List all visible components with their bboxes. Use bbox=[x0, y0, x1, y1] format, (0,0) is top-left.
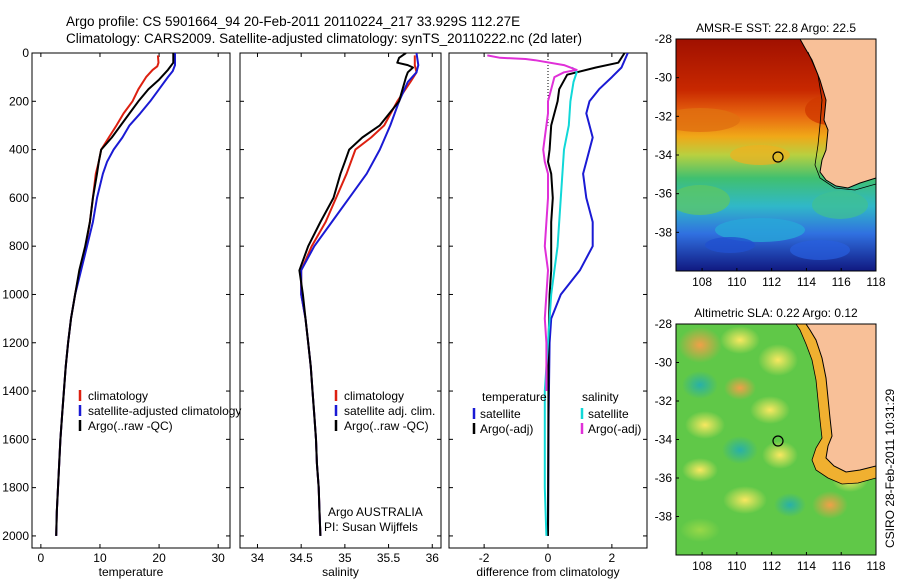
sla-map-panel: Altimetric SLA: 0.22 Argo: 0.12 108 110 112… bbox=[655, 306, 886, 573]
lat-tick-label: -28 bbox=[655, 317, 673, 331]
lat-tick-label: -36 bbox=[655, 471, 673, 485]
y-tick-label: 1400 bbox=[2, 384, 29, 398]
y-tick-label: 800 bbox=[9, 239, 29, 253]
y-tick-label: 0 bbox=[22, 46, 29, 60]
series-group bbox=[298, 53, 420, 536]
y-tick-label: 1200 bbox=[2, 336, 29, 350]
lat-tick-label: -32 bbox=[655, 109, 673, 123]
legend-group-title: temperature bbox=[482, 390, 547, 404]
series-group bbox=[487, 53, 629, 536]
figure-title-line-2: Climatology: CARS2009. Satellite-adjuste… bbox=[66, 31, 582, 46]
x-tick-label: 34.5 bbox=[289, 551, 313, 565]
x-tick-label: 20 bbox=[152, 551, 166, 565]
lon-tick-label: 108 bbox=[692, 275, 712, 289]
series-line-2 bbox=[55, 53, 175, 536]
lon-tick-label: 118 bbox=[866, 275, 885, 289]
lon-tick-label: 112 bbox=[762, 275, 781, 289]
lon-tick-label: 116 bbox=[832, 559, 851, 573]
lon-tick-label: 118 bbox=[866, 559, 885, 573]
legend-group-title: salinity bbox=[582, 390, 619, 404]
sst-map-panel: AMSR-E SST: 22.8 Argo: 22.5 108 110 112 114 1… bbox=[655, 21, 886, 289]
series-line-0 bbox=[547, 53, 629, 536]
legend-entry: climatology bbox=[88, 389, 148, 403]
legend-entry: Argo(-adj) bbox=[588, 422, 641, 436]
figure-title-line-1: Argo profile: CS 5901664_94 20-Feb-2011 … bbox=[66, 14, 520, 29]
series-line-2 bbox=[298, 53, 414, 536]
argo-float-marker bbox=[772, 151, 784, 163]
lon-tick-label: 110 bbox=[727, 275, 746, 289]
map-title: Altimetric SLA: 0.22 Argo: 0.12 bbox=[694, 306, 858, 320]
legend-entry: satellite-adjusted climatology bbox=[88, 404, 241, 418]
x-axis-label: difference from climatology bbox=[476, 565, 619, 579]
legend-entry: Argo(..raw -QC) bbox=[88, 419, 173, 433]
lat-tick-label: -30 bbox=[655, 71, 673, 85]
x-tick-label: 35.5 bbox=[377, 551, 401, 565]
series-line-3 bbox=[487, 54, 578, 391]
legend-entry: satellite adj. clim. bbox=[344, 404, 435, 418]
y-tick-label: 2000 bbox=[2, 529, 29, 543]
series-line-1 bbox=[547, 53, 626, 536]
lon-tick-label: 110 bbox=[727, 559, 746, 573]
australia-landmass bbox=[805, 324, 876, 473]
legend-entry: Argo(-adj) bbox=[480, 422, 533, 436]
legend-entry: satellite bbox=[480, 407, 521, 421]
y-tick-label: 1000 bbox=[2, 287, 29, 301]
lon-tick-label: 114 bbox=[797, 559, 816, 573]
map-title: AMSR-E SST: 22.8 Argo: 22.5 bbox=[696, 21, 856, 35]
legend-entry: satellite bbox=[588, 407, 629, 421]
lon-tick-label: 108 bbox=[692, 559, 712, 573]
lat-tick-label: -34 bbox=[655, 433, 673, 447]
lon-tick-label: 112 bbox=[762, 559, 781, 573]
x-tick-label: 30 bbox=[211, 551, 225, 565]
x-axis-label: temperature bbox=[99, 565, 164, 579]
series-line-0 bbox=[55, 55, 160, 536]
y-tick-label: 600 bbox=[9, 191, 29, 205]
x-tick-label: 34 bbox=[251, 551, 265, 565]
series-line-0 bbox=[300, 55, 418, 536]
y-tick-label: 200 bbox=[9, 94, 29, 108]
legend-entry: climatology bbox=[344, 389, 404, 403]
lat-tick-label: -38 bbox=[655, 225, 673, 239]
lon-tick-label: 116 bbox=[832, 275, 851, 289]
lat-tick-label: -36 bbox=[655, 187, 673, 201]
lat-tick-label: -32 bbox=[655, 394, 673, 408]
y-tick-label: 1800 bbox=[2, 481, 29, 495]
plot-frame bbox=[239, 52, 442, 549]
plot-frame bbox=[31, 52, 231, 549]
x-tick-label: 0 bbox=[38, 551, 45, 565]
series-group bbox=[55, 53, 176, 536]
x-tick-label: 35 bbox=[338, 551, 352, 565]
x-tick-label: 2 bbox=[609, 551, 616, 565]
lat-tick-label: -28 bbox=[655, 32, 673, 46]
legend-entry: Argo(..raw -QC) bbox=[344, 419, 429, 433]
lon-tick-label: 114 bbox=[797, 275, 816, 289]
credit-timestamp-label: CSIRO 28-Feb-2011 10:31:29 bbox=[883, 388, 897, 548]
lat-tick-label: -34 bbox=[655, 148, 673, 162]
y-tick-label: 400 bbox=[9, 143, 29, 157]
sst-map-field bbox=[676, 39, 876, 271]
series-line-1 bbox=[300, 53, 420, 536]
pi-annotation: PI: Susan Wijffels bbox=[324, 520, 418, 534]
x-tick-label: 10 bbox=[93, 551, 107, 565]
y-tick-label: 1600 bbox=[2, 432, 29, 446]
lat-tick-label: -38 bbox=[655, 510, 673, 524]
sla-map-field bbox=[676, 324, 876, 555]
x-tick-label: 0 bbox=[545, 551, 552, 565]
program-annotation: Argo AUSTRALIA bbox=[328, 505, 423, 519]
salinity-profile-panel: 34 34.5 35 35.5 36 salinity climatologysatelli… bbox=[239, 52, 442, 579]
argo-float-marker bbox=[772, 435, 784, 447]
x-tick-label: -2 bbox=[479, 551, 490, 565]
temperature-profile-panel: 0 10 20 30 temperature 0 200 400 600 800 1000 1200 1… bbox=[2, 46, 241, 579]
x-axis-label: salinity bbox=[322, 565, 359, 579]
lat-tick-label: -30 bbox=[655, 356, 673, 370]
x-tick-label: 36 bbox=[426, 551, 440, 565]
